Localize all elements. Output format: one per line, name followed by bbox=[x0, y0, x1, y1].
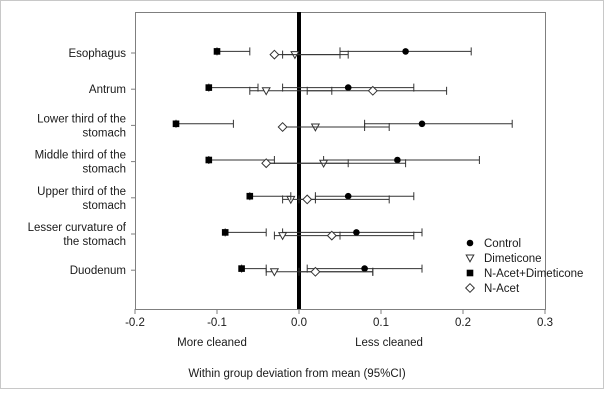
data-point bbox=[402, 48, 409, 55]
legend-marker bbox=[466, 239, 474, 247]
plot-frame bbox=[135, 12, 546, 310]
data-point bbox=[418, 120, 426, 128]
data-point bbox=[302, 194, 313, 205]
data-point bbox=[310, 266, 321, 277]
data-point bbox=[344, 84, 352, 91]
legend-label: Control bbox=[484, 238, 521, 250]
category-label: Antrum bbox=[89, 84, 126, 96]
data-point bbox=[326, 230, 337, 241]
category-label: Upper third of the bbox=[37, 186, 126, 198]
category-label: the stomach bbox=[63, 236, 126, 248]
data-point bbox=[277, 121, 288, 133]
data-point bbox=[213, 48, 221, 55]
category-label: Esophagus bbox=[68, 48, 126, 60]
x-tick-label: 0.1 bbox=[373, 317, 389, 329]
category-label: stomach bbox=[83, 200, 126, 212]
x-tick-label: -0.2 bbox=[125, 317, 145, 329]
legend-marker bbox=[464, 282, 476, 294]
category-label: Lower third of the bbox=[37, 113, 126, 125]
data-point bbox=[353, 229, 360, 236]
legend-label: Dimeticone bbox=[484, 253, 542, 265]
category-label: stomach bbox=[83, 127, 126, 139]
legend-label: N-Acet+Dimeticone bbox=[484, 268, 583, 280]
x-tick-label: 0.3 bbox=[537, 317, 553, 329]
series-group bbox=[261, 49, 448, 277]
legend-marker bbox=[466, 269, 474, 277]
category-label: Middle third of the bbox=[35, 150, 126, 162]
data-point bbox=[221, 229, 229, 236]
category-label: Duodenum bbox=[70, 265, 126, 277]
series-group bbox=[282, 47, 513, 273]
data-point bbox=[277, 232, 288, 241]
data-point bbox=[172, 120, 180, 128]
data-point bbox=[205, 84, 213, 91]
data-point bbox=[367, 85, 378, 96]
legend-marker bbox=[465, 254, 475, 263]
annotation-more-cleaned: More cleaned bbox=[177, 337, 247, 349]
x-axis-label: Within group deviation from mean (95%CI) bbox=[188, 368, 405, 380]
series-group bbox=[172, 47, 292, 273]
data-point bbox=[238, 265, 245, 272]
legend-label: N-Acet bbox=[484, 283, 520, 295]
category-label: stomach bbox=[83, 164, 126, 176]
data-point bbox=[394, 156, 401, 164]
data-point bbox=[261, 158, 272, 169]
data-point bbox=[269, 49, 280, 60]
data-point bbox=[261, 87, 271, 96]
annotation-less-cleaned: Less cleaned bbox=[355, 337, 423, 349]
category-label: Lesser curvature of bbox=[28, 222, 127, 234]
data-point bbox=[269, 268, 280, 277]
x-tick-label: 0.0 bbox=[291, 317, 307, 329]
data-point bbox=[205, 156, 213, 164]
x-tick-label: -0.1 bbox=[207, 317, 227, 329]
data-point bbox=[344, 192, 352, 200]
x-tick-label: 0.2 bbox=[455, 317, 471, 329]
data-point bbox=[361, 265, 368, 272]
data-point bbox=[246, 192, 254, 200]
